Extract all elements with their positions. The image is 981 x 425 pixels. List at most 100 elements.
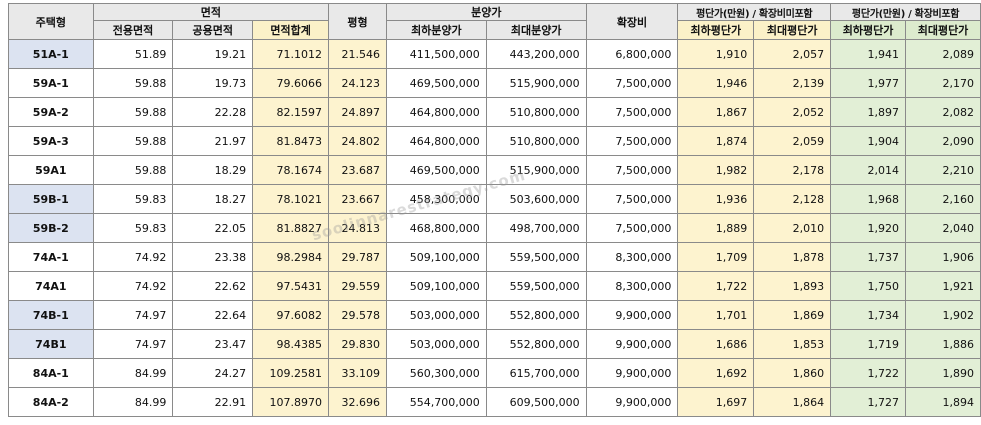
cell-max-per-pyeong-excl: 1,853	[753, 329, 832, 359]
cell-area-sum: 98.2984	[252, 242, 330, 272]
cell-max-per-pyeong-incl: 1,886	[905, 329, 981, 359]
cell-pyeong: 29.787	[328, 242, 387, 272]
cell-pyeong: 24.813	[328, 213, 387, 243]
header-min-per-pyeong-excl: 최하평단가	[677, 20, 755, 40]
cell-type: 59A1	[8, 155, 94, 185]
cell-exclusive-area: 84.99	[92, 387, 174, 417]
cell-max-per-pyeong-excl: 2,059	[753, 126, 832, 156]
header-exclusive: 전용면적	[92, 20, 174, 40]
cell-max-price: 515,900,000	[485, 68, 587, 98]
table-row: 59A-3 59.88 21.97 81.8473 24.802 464,800,000 5…	[8, 126, 981, 156]
cell-pyeong: 23.667	[328, 184, 387, 214]
cell-type: 84A-2	[8, 387, 94, 417]
cell-max-per-pyeong-excl: 2,178	[753, 155, 832, 185]
cell-expansion-cost: 7,500,000	[585, 126, 679, 156]
cell-min-per-pyeong-incl: 1,920	[830, 213, 907, 243]
cell-exclusive-area: 59.88	[92, 97, 174, 127]
cell-exclusive-area: 59.83	[92, 213, 174, 243]
cell-pyeong: 32.696	[328, 387, 387, 417]
cell-min-per-pyeong-excl: 1,722	[677, 271, 755, 301]
cell-max-per-pyeong-excl: 1,860	[753, 358, 832, 388]
header-per-pyeong-incl: 평단가(만원) / 확장비포함	[830, 3, 981, 21]
cell-max-per-pyeong-excl: 2,057	[753, 39, 832, 69]
price-table: 주택형 면적 평형 분양가 확장비 평단가(만원) / 확장비미포함 평단가(만…	[8, 3, 981, 417]
cell-exclusive-area: 74.97	[92, 300, 174, 330]
cell-min-per-pyeong-incl: 1,727	[830, 387, 907, 417]
cell-expansion-cost: 9,900,000	[585, 329, 679, 359]
cell-max-price: 552,800,000	[485, 300, 587, 330]
cell-max-per-pyeong-excl: 1,878	[753, 242, 832, 272]
cell-area-sum: 97.5431	[252, 271, 330, 301]
cell-expansion-cost: 7,500,000	[585, 184, 679, 214]
cell-max-per-pyeong-incl: 2,089	[905, 39, 981, 69]
cell-type: 84A-1	[8, 358, 94, 388]
cell-exclusive-area: 51.89	[92, 39, 174, 69]
cell-pyeong: 24.897	[328, 97, 387, 127]
cell-exclusive-area: 59.83	[92, 184, 174, 214]
cell-max-per-pyeong-excl: 2,010	[753, 213, 832, 243]
cell-exclusive-area: 74.92	[92, 271, 174, 301]
table-header: 주택형 면적 평형 분양가 확장비 평단가(만원) / 확장비미포함 평단가(만…	[8, 3, 981, 40]
cell-area-sum: 82.1597	[252, 97, 330, 127]
cell-max-price: 498,700,000	[485, 213, 587, 243]
cell-area-sum: 71.1012	[252, 39, 330, 69]
cell-min-per-pyeong-incl: 1,734	[830, 300, 907, 330]
cell-common-area: 21.97	[172, 126, 254, 156]
cell-min-per-pyeong-incl: 1,897	[830, 97, 907, 127]
cell-min-price: 554,700,000	[385, 387, 487, 417]
cell-exclusive-area: 59.88	[92, 68, 174, 98]
header-area-sum: 면적합계	[252, 20, 330, 40]
cell-common-area: 24.27	[172, 358, 254, 388]
cell-common-area: 19.21	[172, 39, 254, 69]
cell-exclusive-area: 59.88	[92, 126, 174, 156]
header-min-price: 최하분양가	[385, 20, 487, 40]
cell-type: 59A-1	[8, 68, 94, 98]
cell-pyeong: 29.559	[328, 271, 387, 301]
cell-min-per-pyeong-excl: 1,946	[677, 68, 755, 98]
cell-expansion-cost: 6,800,000	[585, 39, 679, 69]
cell-min-per-pyeong-incl: 2,014	[830, 155, 907, 185]
cell-max-per-pyeong-incl: 2,170	[905, 68, 981, 98]
table-row: 59B-2 59.83 22.05 81.8827 24.813 468,800,000 4…	[8, 213, 981, 243]
cell-common-area: 22.62	[172, 271, 254, 301]
cell-area-sum: 98.4385	[252, 329, 330, 359]
cell-min-per-pyeong-incl: 1,941	[830, 39, 907, 69]
cell-pyeong: 33.109	[328, 358, 387, 388]
header-sale-price: 분양가	[385, 3, 587, 21]
cell-common-area: 18.29	[172, 155, 254, 185]
cell-type: 59A-2	[8, 97, 94, 127]
cell-max-price: 609,500,000	[485, 387, 587, 417]
table-row: 51A-1 51.89 19.21 71.1012 21.546 411,500,000 4…	[8, 39, 981, 69]
cell-pyeong: 29.578	[328, 300, 387, 330]
cell-min-per-pyeong-incl: 1,750	[830, 271, 907, 301]
cell-max-price: 552,800,000	[485, 329, 587, 359]
cell-common-area: 23.47	[172, 329, 254, 359]
cell-type: 59A-3	[8, 126, 94, 156]
table-row: 59B-1 59.83 18.27 78.1021 23.667 458,300,000 5…	[8, 184, 981, 214]
cell-min-price: 468,800,000	[385, 213, 487, 243]
header-area: 면적	[92, 3, 330, 21]
cell-min-price: 464,800,000	[385, 126, 487, 156]
cell-max-per-pyeong-excl: 2,052	[753, 97, 832, 127]
cell-expansion-cost: 9,900,000	[585, 358, 679, 388]
header-pyeong: 평형	[328, 3, 387, 40]
cell-type: 74B1	[8, 329, 94, 359]
cell-area-sum: 81.8827	[252, 213, 330, 243]
cell-min-price: 509,100,000	[385, 271, 487, 301]
cell-max-per-pyeong-incl: 2,210	[905, 155, 981, 185]
cell-exclusive-area: 84.99	[92, 358, 174, 388]
cell-max-per-pyeong-incl: 2,090	[905, 126, 981, 156]
table-row: 59A-1 59.88 19.73 79.6066 24.123 469,500,000 5…	[8, 68, 981, 98]
cell-pyeong: 29.830	[328, 329, 387, 359]
cell-max-price: 559,500,000	[485, 271, 587, 301]
cell-expansion-cost: 8,300,000	[585, 242, 679, 272]
cell-max-per-pyeong-excl: 2,128	[753, 184, 832, 214]
cell-exclusive-area: 74.92	[92, 242, 174, 272]
cell-common-area: 22.28	[172, 97, 254, 127]
cell-common-area: 22.05	[172, 213, 254, 243]
cell-min-price: 503,000,000	[385, 329, 487, 359]
cell-common-area: 22.91	[172, 387, 254, 417]
cell-expansion-cost: 9,900,000	[585, 300, 679, 330]
cell-type: 51A-1	[8, 39, 94, 69]
header-expansion: 확장비	[585, 3, 679, 40]
